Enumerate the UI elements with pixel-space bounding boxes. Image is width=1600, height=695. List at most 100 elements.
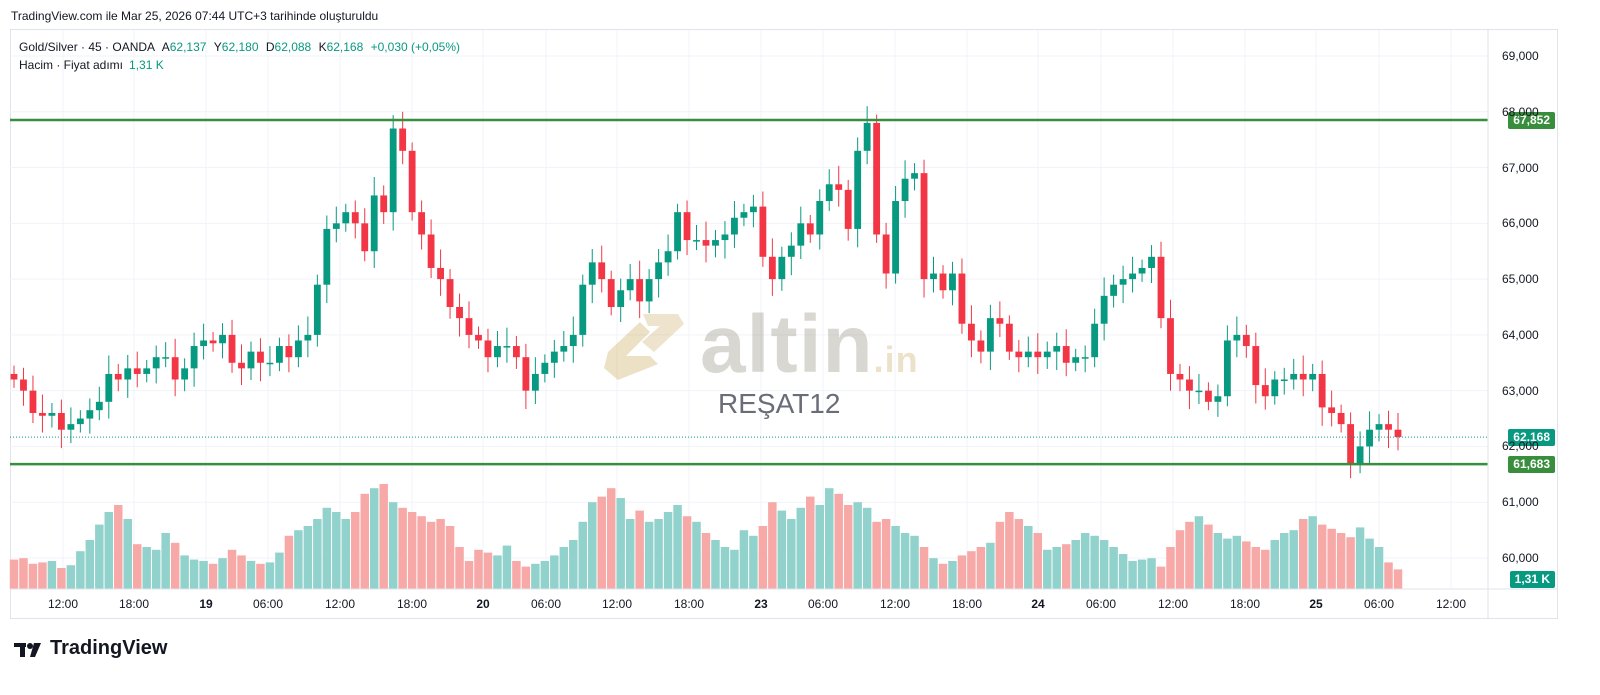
candle-body [693, 240, 700, 242]
candle-body [342, 212, 350, 224]
x-tick-label: 23 [754, 597, 768, 611]
watermark-brand: altin.in [700, 298, 919, 392]
volume-bar [369, 488, 379, 589]
horizontal-lines [10, 118, 1488, 466]
candle-body [1005, 323, 1013, 352]
volume-bar [654, 519, 663, 589]
candle-body [276, 346, 283, 363]
candle-body [1290, 373, 1298, 380]
candle-body [1347, 424, 1355, 464]
volume-bar [616, 498, 625, 589]
candle-body [560, 346, 568, 352]
candle-body [1242, 334, 1250, 347]
candle-body [721, 234, 729, 241]
volume-bar [341, 519, 351, 589]
y-tick-label: 63,000 [1502, 383, 1539, 398]
altin-logo-icon [604, 314, 684, 380]
volume-bar [663, 512, 673, 589]
candle-body [152, 357, 160, 369]
candle-body [996, 318, 1004, 324]
volume-bar [531, 563, 540, 589]
x-tick-label: 12:00 [1435, 597, 1467, 611]
volume-bar [673, 505, 682, 589]
candle-body [1204, 390, 1212, 402]
volume-bar [95, 524, 104, 589]
candle-body [1375, 424, 1383, 430]
candle-body [503, 346, 511, 348]
volume-bar [749, 535, 758, 589]
candle-body [531, 373, 539, 391]
volume-bar [38, 562, 47, 589]
volume-bar [682, 516, 692, 589]
support-price-tag: 61,683 [1508, 456, 1555, 473]
volume-bar [1194, 516, 1204, 589]
candle-body [57, 412, 65, 430]
candle-body [494, 346, 501, 358]
chart-frame[interactable] [10, 29, 1558, 619]
volume-bar [76, 551, 85, 589]
volume-label[interactable]: Hacim · Fiyat adımı [19, 58, 124, 72]
candle-body [797, 223, 805, 246]
candle-body [569, 334, 577, 347]
candle-body [437, 267, 444, 280]
candle-body [626, 279, 634, 291]
candle-body [1081, 357, 1089, 359]
volume-bar [189, 559, 199, 589]
candle-body [399, 128, 407, 151]
volume-bar [132, 544, 142, 589]
volume-bar [976, 547, 986, 589]
volume-bar [597, 496, 606, 589]
candle-body [1062, 346, 1070, 363]
candle-body [1043, 351, 1051, 358]
candle-body [181, 368, 189, 380]
candle-body [39, 412, 46, 416]
y-tick-label: 65,000 [1502, 272, 1539, 287]
volume-bar [1061, 544, 1071, 589]
volume-bar [777, 510, 787, 589]
volume-bar [588, 502, 597, 589]
volume-bar [426, 521, 436, 589]
symbol-label[interactable]: Gold/Silver · 45 · OANDA [19, 40, 155, 54]
volume-bar [313, 519, 322, 589]
volume-bar [493, 555, 502, 589]
volume-bar [853, 502, 862, 589]
candle-body [1129, 273, 1136, 280]
volume-bar [1374, 547, 1384, 589]
candle-body [209, 340, 217, 344]
candle-body [892, 201, 900, 274]
candle-body [361, 223, 369, 252]
volume-bar [1384, 562, 1393, 589]
candle-body [1233, 334, 1241, 341]
candle-body [484, 340, 492, 358]
volume-bars [9, 484, 1403, 589]
candle-body [683, 212, 691, 241]
volume-bar [47, 561, 57, 589]
watermark-brand-main: altin [700, 299, 874, 390]
candle-body [133, 368, 141, 374]
candle-body [674, 212, 681, 252]
candle-body [1223, 340, 1231, 397]
x-tick-label: 12:00 [1157, 597, 1189, 611]
legend-row-volume: Hacim · Fiyat adımı 1,31 K [19, 56, 460, 74]
candle-body [768, 256, 776, 280]
tradingview-brand[interactable]: TradingView [14, 637, 167, 660]
candle-body [294, 340, 302, 358]
volume-bar [578, 521, 588, 589]
candle-body [1299, 373, 1307, 380]
candle-body [1110, 284, 1118, 296]
x-tick-label: 24 [1031, 597, 1045, 611]
candle-body [1015, 351, 1023, 358]
candle-body [598, 262, 606, 280]
volume-bar [1365, 538, 1374, 589]
volume-bar [1005, 512, 1014, 589]
y-tick-label: 66,000 [1502, 216, 1539, 231]
candle-body [778, 256, 786, 280]
candle-body [475, 334, 482, 341]
volume-bar [1185, 521, 1194, 589]
volume-bar [1099, 540, 1109, 589]
volume-bar [1071, 540, 1080, 589]
candle-body [1119, 279, 1127, 285]
volume-bar [284, 535, 294, 589]
candle-body [1034, 351, 1042, 358]
